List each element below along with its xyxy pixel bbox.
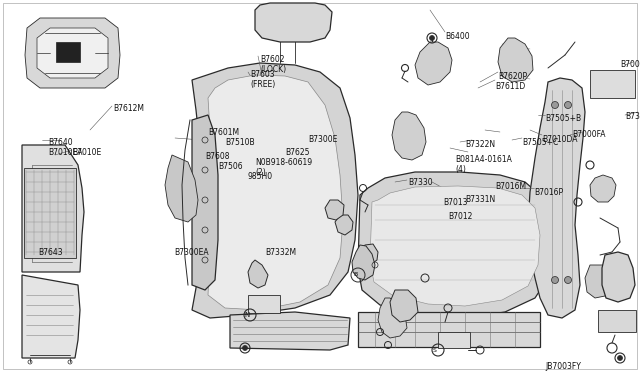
- Bar: [598, 310, 636, 332]
- Bar: [358, 312, 540, 347]
- Text: B7608: B7608: [205, 152, 230, 161]
- Polygon shape: [528, 78, 585, 318]
- Polygon shape: [415, 42, 452, 85]
- Text: B7016M: B7016M: [495, 182, 526, 191]
- Polygon shape: [358, 172, 550, 318]
- Circle shape: [552, 102, 559, 109]
- Text: B081A4-0161A
(4): B081A4-0161A (4): [455, 155, 512, 174]
- Text: B6400: B6400: [445, 32, 470, 41]
- Text: B7010EA: B7010EA: [48, 148, 83, 157]
- Polygon shape: [325, 200, 344, 220]
- Text: B7611D: B7611D: [495, 82, 525, 91]
- Polygon shape: [352, 245, 375, 280]
- Polygon shape: [230, 312, 350, 350]
- Text: B7000FA: B7000FA: [572, 130, 605, 139]
- Polygon shape: [360, 244, 378, 265]
- Circle shape: [429, 35, 435, 41]
- Polygon shape: [370, 186, 540, 306]
- Text: B7505+C: B7505+C: [522, 138, 558, 147]
- Text: B7010DA: B7010DA: [542, 135, 577, 144]
- Bar: [56, 42, 80, 62]
- Polygon shape: [590, 175, 616, 202]
- Polygon shape: [602, 252, 635, 302]
- Text: B7505+B: B7505+B: [545, 114, 581, 123]
- Polygon shape: [208, 75, 343, 310]
- Polygon shape: [255, 3, 332, 42]
- Circle shape: [243, 346, 248, 350]
- Text: B7300E: B7300E: [308, 135, 337, 144]
- Text: B7330: B7330: [408, 178, 433, 187]
- Text: B7316: B7316: [625, 112, 640, 121]
- Polygon shape: [585, 265, 612, 298]
- Text: B7322N: B7322N: [465, 140, 495, 149]
- Text: B7010E: B7010E: [72, 148, 101, 157]
- Polygon shape: [378, 298, 407, 338]
- Polygon shape: [192, 115, 218, 290]
- Text: B7331N: B7331N: [465, 195, 495, 204]
- Text: S: S: [433, 347, 437, 353]
- Text: B7612M: B7612M: [113, 104, 144, 113]
- Text: B7012: B7012: [448, 212, 472, 221]
- Text: B7332M: B7332M: [265, 248, 296, 257]
- Polygon shape: [392, 112, 426, 160]
- Text: B7603
(FREE): B7603 (FREE): [250, 70, 275, 89]
- Text: B7643: B7643: [38, 248, 63, 257]
- Polygon shape: [390, 290, 418, 322]
- Circle shape: [564, 276, 572, 283]
- Text: B: B: [353, 273, 357, 278]
- Bar: [248, 295, 280, 313]
- Bar: [590, 70, 635, 98]
- Bar: [24, 168, 76, 258]
- Circle shape: [552, 276, 559, 283]
- Polygon shape: [37, 28, 108, 78]
- Polygon shape: [192, 63, 358, 318]
- Text: B7640: B7640: [48, 138, 72, 147]
- Text: B7016P: B7016P: [534, 188, 563, 197]
- Text: 985H0: 985H0: [248, 172, 273, 181]
- Bar: [438, 332, 470, 348]
- Polygon shape: [248, 260, 268, 288]
- Polygon shape: [335, 215, 353, 235]
- Text: B7300EA: B7300EA: [174, 248, 209, 257]
- Polygon shape: [22, 145, 84, 272]
- Text: B7510B: B7510B: [225, 138, 255, 147]
- Circle shape: [564, 102, 572, 109]
- Text: N: N: [244, 312, 250, 318]
- Text: B7601M: B7601M: [208, 128, 239, 137]
- Text: B7000FA: B7000FA: [620, 60, 640, 69]
- Text: B7620P: B7620P: [498, 72, 527, 81]
- Polygon shape: [165, 155, 198, 222]
- Polygon shape: [22, 275, 80, 358]
- Text: B7013: B7013: [443, 198, 467, 207]
- Polygon shape: [498, 38, 533, 82]
- Text: B7602
(LOCK): B7602 (LOCK): [260, 55, 286, 74]
- Text: N0B918-60619
(2): N0B918-60619 (2): [255, 158, 312, 177]
- Text: B7506: B7506: [218, 162, 243, 171]
- Text: B7625: B7625: [285, 148, 310, 157]
- Circle shape: [618, 356, 623, 360]
- Polygon shape: [25, 18, 120, 88]
- Text: JB7003FY: JB7003FY: [545, 362, 581, 371]
